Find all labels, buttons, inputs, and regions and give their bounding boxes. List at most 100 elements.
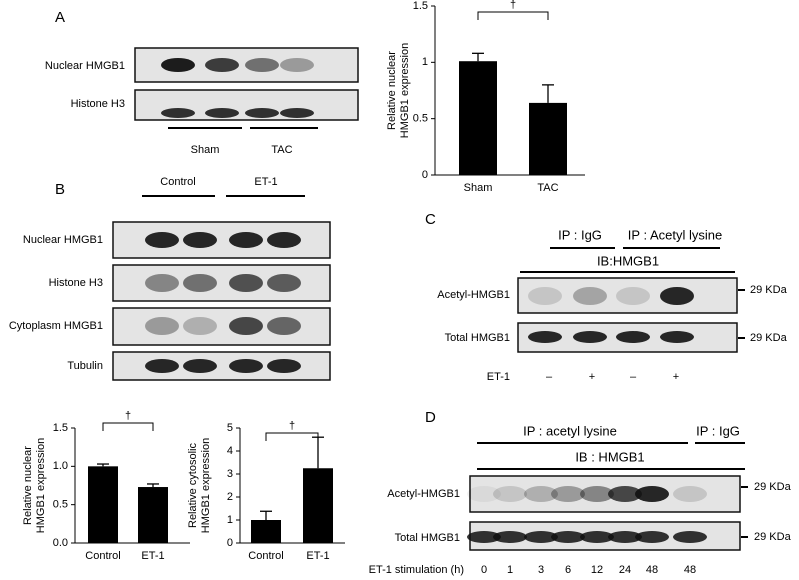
ip-label: IP : Acetyl lysine <box>628 227 722 242</box>
ib-label: IB : HMGB1 <box>575 449 644 464</box>
row-label: Acetyl-HMGB1 <box>437 289 510 301</box>
row-label: Tubulin <box>67 360 103 372</box>
blot-band <box>528 287 562 305</box>
panel-label: D <box>425 409 436 426</box>
lane-label: 1 <box>507 564 513 576</box>
lane-label: 24 <box>619 564 631 576</box>
blot-band <box>673 486 707 502</box>
blot-band <box>229 317 263 335</box>
y-tick-label: 1.5 <box>53 422 68 434</box>
y-axis-label: HMGB1 expression <box>399 43 411 138</box>
blot-band <box>660 331 694 343</box>
y-tick-label: 5 <box>227 422 233 434</box>
blot-band <box>635 531 669 543</box>
blot-band <box>673 531 707 543</box>
x-tick-label: Control <box>248 550 283 562</box>
size-label: 29 KDa <box>750 284 788 296</box>
x-tick-label: Control <box>85 550 120 562</box>
row-label: Histone H3 <box>71 98 125 110</box>
y-tick-label: 2 <box>227 491 233 503</box>
blot-band <box>524 531 558 543</box>
group-label: Control <box>160 176 195 188</box>
blot-band <box>267 317 301 335</box>
blot-band <box>573 331 607 343</box>
y-axis-label: Relative nuclear <box>386 51 398 130</box>
y-axis-label: Relative nuclear <box>22 446 34 525</box>
size-label: 29 KDa <box>754 481 792 493</box>
blot-band <box>551 531 585 543</box>
y-tick-label: 1.0 <box>53 460 68 472</box>
blot-band <box>145 274 179 292</box>
panel-label: B <box>55 181 65 198</box>
blot-band <box>493 531 527 543</box>
y-tick-label: 1 <box>227 514 233 526</box>
blot-band <box>573 287 607 305</box>
lane-label: 48 <box>684 564 696 576</box>
y-axis-label: HMGB1 expression <box>200 438 212 533</box>
blot-band <box>205 108 239 118</box>
lane-label: + <box>673 371 679 383</box>
lane-label: – <box>546 371 553 383</box>
blot-band <box>267 359 301 373</box>
ip-label: IP : acetyl lysine <box>523 423 617 438</box>
blot-band <box>267 274 301 292</box>
blot-band <box>616 331 650 343</box>
bar <box>251 520 281 543</box>
panel-label: C <box>425 211 436 228</box>
blot-band <box>635 486 669 502</box>
treatment-label: ET-1 stimulation (h) <box>369 564 464 576</box>
group-label: TAC <box>271 144 292 156</box>
group-label: Sham <box>191 144 220 156</box>
row-label: Total HMGB1 <box>395 532 460 544</box>
lane-label: 12 <box>591 564 603 576</box>
significance-bracket <box>477 11 549 20</box>
blot-band <box>183 317 217 335</box>
blot-band <box>580 486 614 502</box>
row-label: Cytoplasm HMGB1 <box>9 320 103 332</box>
bar <box>459 61 497 175</box>
significance-label: † <box>125 410 131 422</box>
y-tick-label: 3 <box>227 468 233 480</box>
significance-label: † <box>510 0 516 11</box>
blot-band <box>467 531 501 543</box>
significance-bracket <box>265 432 319 441</box>
blot-band <box>229 359 263 373</box>
y-tick-label: 0 <box>227 537 233 549</box>
y-tick-label: 1.5 <box>413 0 428 12</box>
blot-band <box>183 274 217 292</box>
blot-band <box>183 232 217 248</box>
blot-band <box>660 287 694 305</box>
y-tick-label: 0.5 <box>413 113 428 125</box>
ip-label: IP : IgG <box>696 423 740 438</box>
y-axis-label: Relative cytosolic <box>187 443 199 528</box>
y-tick-label: 4 <box>227 445 233 457</box>
blot-band <box>580 531 614 543</box>
significance-bracket <box>102 422 154 431</box>
row-label: Acetyl-HMGB1 <box>387 488 460 500</box>
x-tick-label: TAC <box>537 182 558 194</box>
blot-band <box>145 232 179 248</box>
blot-band <box>608 486 642 502</box>
row-label: Nuclear HMGB1 <box>45 60 125 72</box>
y-tick-label: 1 <box>422 56 428 68</box>
lane-label: + <box>589 371 595 383</box>
lane-label: 6 <box>565 564 571 576</box>
row-label: Histone H3 <box>49 277 103 289</box>
blot-band <box>551 486 585 502</box>
treatment-label: ET-1 <box>487 371 510 383</box>
blot-band <box>145 317 179 335</box>
blot-band <box>528 331 562 343</box>
lane-label: – <box>630 371 637 383</box>
lane-label: 3 <box>538 564 544 576</box>
blot-band <box>493 486 527 502</box>
size-label: 29 KDa <box>754 531 792 543</box>
blot-band <box>608 531 642 543</box>
blot-band <box>280 108 314 118</box>
blot-band <box>245 58 279 72</box>
y-tick-label: 0 <box>422 169 428 181</box>
ip-label: IP : IgG <box>558 227 602 242</box>
y-tick-label: 0.5 <box>53 499 68 511</box>
y-tick-label: 0.0 <box>53 537 68 549</box>
blot-band <box>229 274 263 292</box>
